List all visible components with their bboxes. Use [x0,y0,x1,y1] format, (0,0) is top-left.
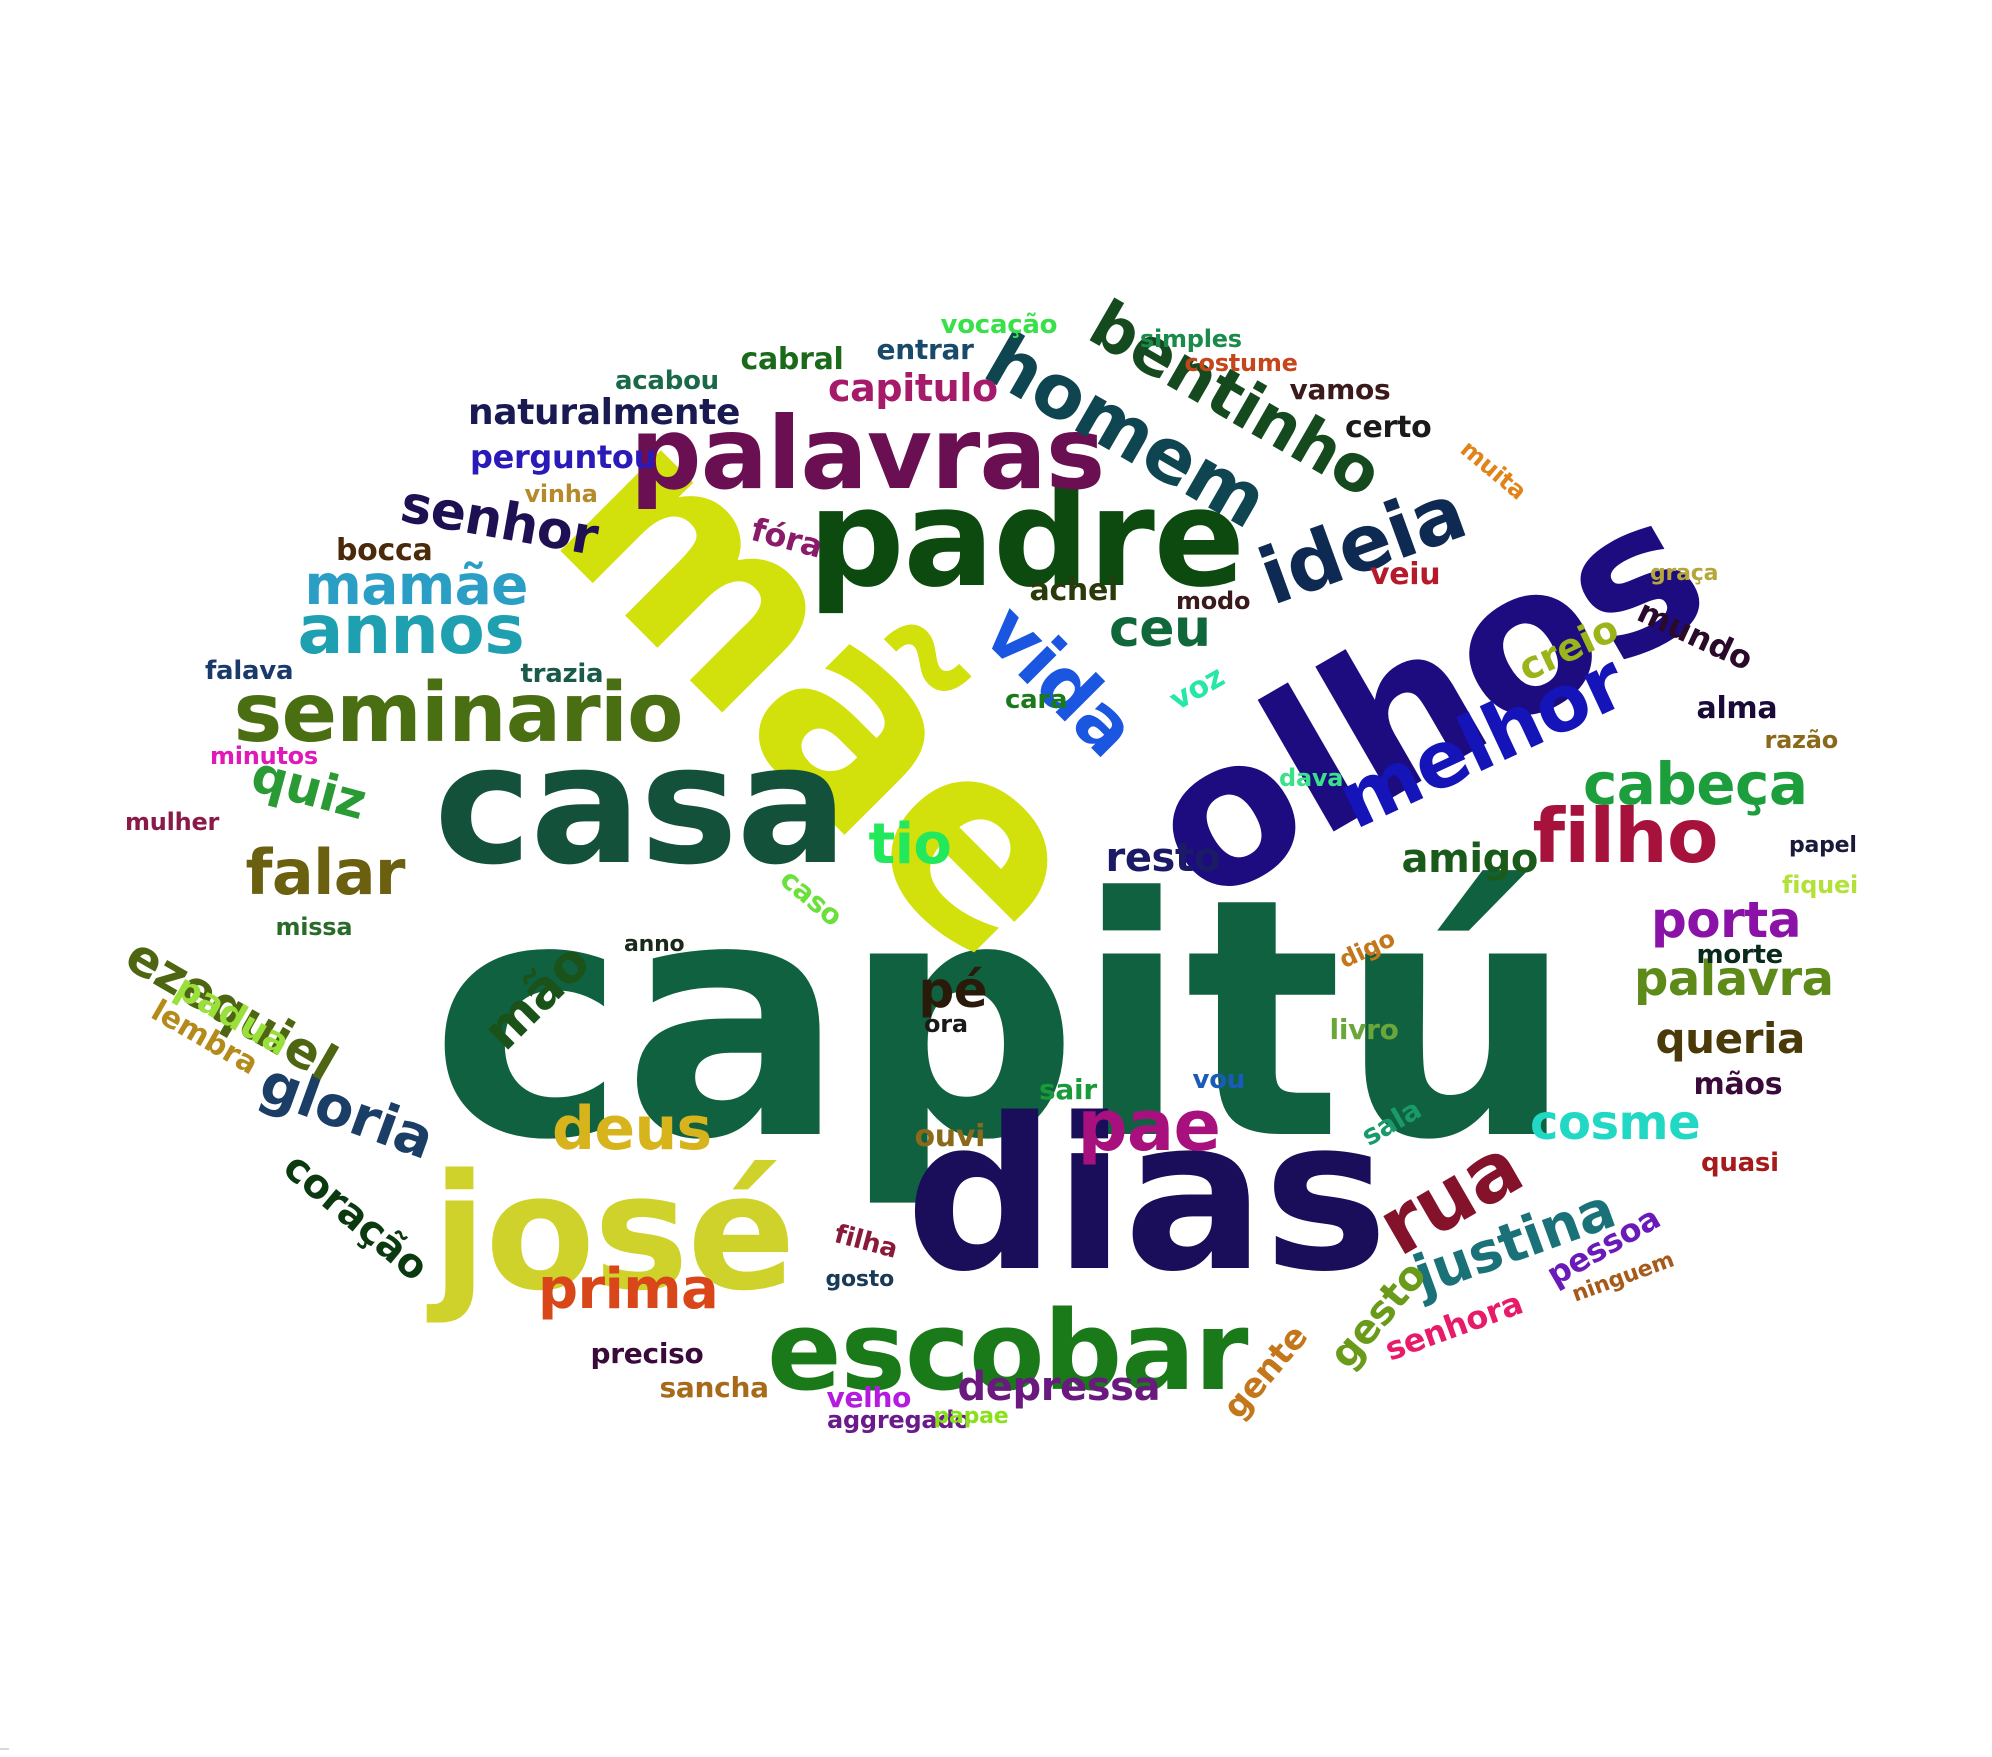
word-annos: annos [297,591,525,670]
word-prima: prima [538,1257,719,1322]
word-mamae: mamãe [304,552,529,617]
word-ouvi: ouvi [914,1119,986,1154]
word-missa: missa [275,913,353,941]
word-casa: casa [434,708,848,901]
word-palavras: palavras [630,395,1105,512]
word-quasi: quasi [1701,1148,1779,1178]
corner-mark [0,1748,9,1750]
word-veiu: veiu [1370,557,1441,592]
word-entrar: entrar [876,333,974,366]
word-modo: modo [1176,587,1251,615]
word-falar: falar [245,836,406,909]
word-ceu: ceu [1109,599,1211,659]
word-falava: falava [205,656,294,686]
word-filha: filha [831,1219,901,1265]
word-deus: deus [552,1094,712,1164]
word-depressa: depressa [957,1364,1161,1410]
word-graca: graça [1650,561,1719,586]
word-sair: sair [1039,1073,1097,1106]
word-palavra: palavra [1634,951,1834,1007]
word-achei: achei [1029,573,1119,608]
word-fiquei: fiquei [1782,871,1858,899]
word-vocacao: vocação [940,310,1058,340]
word-cabral: cabral [740,342,844,377]
word-maos: mãos [1693,1067,1783,1102]
word-filho: filho [1532,791,1719,880]
word-papel: papel [1789,833,1857,858]
word-certo: certo [1345,410,1432,445]
word-costume: costume [1184,349,1298,377]
word-dava: dava [1279,764,1344,792]
word-papae: papae [933,1404,1009,1429]
word-cabeca: cabeça [1583,750,1808,818]
word-vamos: vamos [1289,373,1391,406]
word-mulher: mulher [125,808,220,836]
word-velho: velho [826,1381,912,1414]
word-vou: vou [1192,1065,1246,1095]
word-padre: padre [808,459,1245,617]
word-morte: morte [1696,940,1784,970]
word-razao: razão [1764,726,1839,754]
word-minutos: minutos [210,742,318,770]
word-capitulo: capitulo [828,366,998,410]
word-gosto: gosto [825,1267,895,1292]
word-porta: porta [1651,891,1801,949]
word-bocca: bocca [336,533,433,568]
word-pe: pé [918,961,988,1019]
word-simples: simples [1140,325,1242,353]
word-naturalmente: naturalmente [468,392,741,433]
word-seminario: seminario [233,666,684,761]
word-vinha: vinha [524,480,598,508]
word-queria: queria [1655,1014,1806,1063]
word-capitu: capitú [430,828,1575,1212]
word-anno: anno [624,932,685,957]
word-perguntou: perguntou [470,438,657,476]
word-cara: cara [1005,685,1068,715]
word-alma: alma [1696,691,1778,726]
word-cosme: cosme [1530,1095,1701,1151]
word-acabou: acabou [615,366,719,396]
word-resto: resto [1105,835,1222,881]
word-escobar: escobar [767,1287,1248,1415]
word-jose: josé [432,1139,796,1326]
word-dias: dias [905,1073,1389,1318]
word-livro: livro [1329,1013,1399,1046]
word-preciso: preciso [590,1337,704,1370]
word-aggregado: aggregado [827,1406,971,1434]
word-sancha: sancha [659,1371,770,1404]
word-gloria: gloria [250,1050,442,1173]
word-pae: pae [1077,1085,1221,1167]
word-trazia: trazia [520,659,604,689]
word-amigo: amigo [1401,836,1539,882]
word-ora: ora [924,1010,968,1038]
word-tio: tio [868,812,952,877]
word-muita: muita [1454,434,1532,506]
